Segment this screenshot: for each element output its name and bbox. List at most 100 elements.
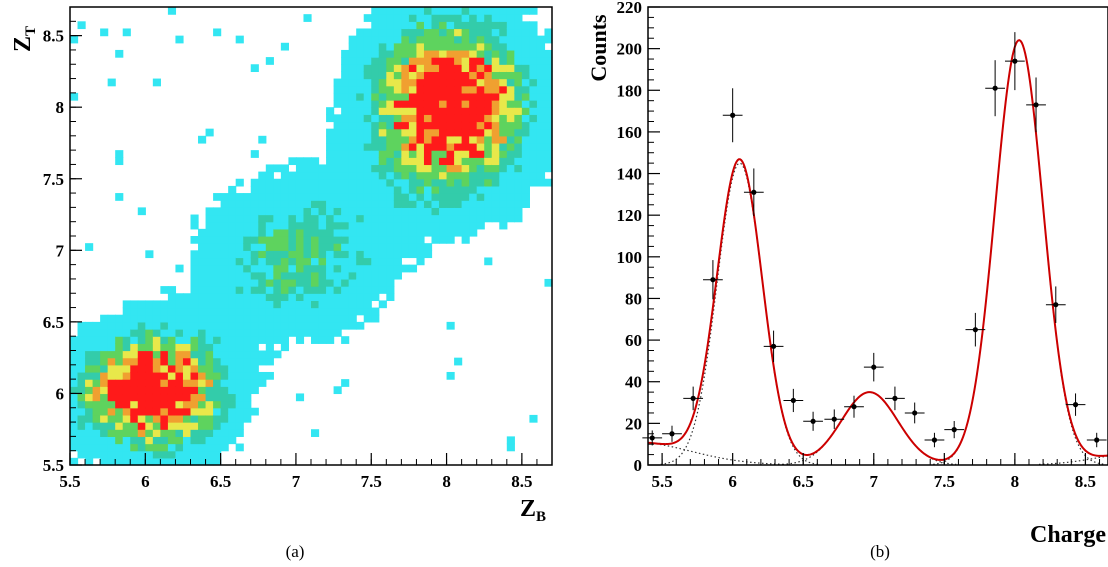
heatmap-cell-26 bbox=[77, 400, 86, 409]
heatmap-cell-1693 bbox=[484, 207, 493, 216]
heatmap-cell-892 bbox=[311, 193, 320, 201]
heatmap-cell-406 bbox=[198, 414, 207, 423]
heatmap-cell-1315 bbox=[393, 28, 402, 37]
heatmap-x-tick-label-1: 6 bbox=[141, 472, 150, 491]
heatmap-cell-423 bbox=[198, 293, 207, 302]
heatmap-cell-1784 bbox=[506, 436, 515, 445]
heatmap-cell-1075 bbox=[356, 300, 365, 309]
heatmap-cell-847 bbox=[303, 314, 312, 323]
heatmap-cell-533 bbox=[220, 271, 229, 280]
heatmap-cell-880 bbox=[311, 278, 320, 287]
heatmap-cell-1175 bbox=[371, 171, 380, 180]
heatmap-cell-492 bbox=[213, 307, 222, 316]
heatmap-cell-835 bbox=[295, 221, 305, 230]
heatmap-cell-857 bbox=[303, 243, 312, 251]
heatmap-cell-210 bbox=[137, 350, 146, 359]
heatmap-cell-955 bbox=[333, 386, 342, 395]
heatmap-cell-1780 bbox=[499, 21, 508, 30]
heatmap-cell-124 bbox=[115, 450, 124, 459]
heatmap-cell-1233 bbox=[378, 49, 387, 58]
heatmap-cell-1785 bbox=[506, 214, 515, 223]
heatmap-cell-1002 bbox=[341, 257, 350, 266]
heatmap-cell-466 bbox=[205, 228, 214, 237]
heatmap-cell-1046 bbox=[348, 221, 357, 230]
heatmap-cell-1885 bbox=[529, 92, 538, 101]
heatmap-cell-839 bbox=[295, 193, 305, 201]
heatmap-cell-691 bbox=[258, 307, 267, 316]
heatmap-cell-1522 bbox=[439, 35, 448, 44]
heatmap-cell-1397 bbox=[416, 214, 425, 223]
heatmap-cell-1422 bbox=[416, 35, 425, 44]
heatmap-cell-1378 bbox=[408, 92, 418, 101]
heatmap-cell-866 bbox=[303, 178, 312, 187]
heatmap-cell-1866 bbox=[521, 49, 530, 58]
heatmap-cell-1798 bbox=[506, 121, 515, 130]
heatmap-cell-348 bbox=[182, 422, 192, 430]
heatmap-cell-508 bbox=[213, 28, 222, 37]
data-point-15 bbox=[944, 421, 965, 439]
heatmap-cell-1343 bbox=[401, 85, 410, 94]
heatmap-cell-1890 bbox=[529, 57, 538, 65]
heatmap-cell-865 bbox=[303, 185, 312, 194]
heatmap-cell-416 bbox=[198, 343, 207, 352]
heatmap-cell-1624 bbox=[461, 28, 470, 37]
heatmap-cell-283 bbox=[160, 343, 169, 352]
heatmap-cell-1297 bbox=[393, 157, 402, 166]
heatmap-cell-983 bbox=[333, 135, 342, 144]
heatmap-cell-714 bbox=[265, 350, 274, 359]
heatmap-cell-1319 bbox=[401, 264, 410, 273]
heatmap-cell-947 bbox=[326, 164, 335, 173]
heatmap-cell-162 bbox=[122, 357, 131, 366]
heatmap-cell-988 bbox=[333, 92, 342, 101]
heatmap-cell-905 bbox=[318, 286, 327, 294]
heatmap-cell-222 bbox=[145, 436, 154, 445]
heatmap-cell-1138 bbox=[363, 142, 372, 151]
heatmap-cell-1247 bbox=[386, 243, 395, 251]
heatmap-cell-1836 bbox=[514, 64, 523, 73]
heatmap-cell-1419 bbox=[416, 57, 425, 65]
heatmap-cell-1104 bbox=[356, 92, 365, 101]
heatmap-cell-1152 bbox=[363, 42, 372, 51]
heatmap-cell-715 bbox=[265, 343, 274, 352]
heatmap-cell-1718 bbox=[484, 28, 493, 37]
heatmap-cell-1484 bbox=[431, 71, 440, 80]
heatmap-cell-1554 bbox=[446, 57, 455, 65]
heatmap-cell-980 bbox=[333, 157, 342, 166]
heatmap-cell-570 bbox=[228, 257, 237, 266]
heatmap-cell-986 bbox=[333, 114, 342, 123]
heatmap-cell-1078 bbox=[356, 278, 365, 287]
heatmap-cell-646 bbox=[243, 214, 252, 223]
heatmap-cell-848 bbox=[303, 307, 312, 316]
heatmap-cell-1367 bbox=[408, 171, 418, 180]
heatmap-cell-1437 bbox=[423, 171, 433, 180]
heatmap-y-tick-label-5: 8 bbox=[56, 98, 65, 117]
heatmap-cell-1150 bbox=[363, 57, 372, 65]
heatmap-cell-1212 bbox=[378, 200, 387, 208]
heatmap-cell-1678 bbox=[476, 92, 485, 101]
heatmap-cell-276 bbox=[160, 393, 169, 402]
heatmap-cell-963 bbox=[333, 278, 342, 287]
heatmap-cell-874 bbox=[311, 321, 320, 330]
heatmap-cell-181 bbox=[130, 393, 139, 402]
heatmap-cell-902 bbox=[318, 307, 327, 316]
heatmap-cell-1028 bbox=[341, 71, 350, 80]
heatmap-cell-1804 bbox=[506, 78, 515, 87]
heatmap-cell-1501 bbox=[439, 185, 448, 194]
heatmap-cell-314 bbox=[167, 293, 177, 302]
heatmap-cell-677 bbox=[250, 200, 259, 208]
heatmap-cell-123 bbox=[115, 457, 124, 466]
heatmap-cell-1267 bbox=[386, 100, 395, 108]
heatmap-cell-1246 bbox=[386, 250, 395, 259]
heatmap-cell-698 bbox=[258, 257, 267, 266]
heatmap-cell-1880 bbox=[529, 128, 538, 137]
heatmap-cell-1619 bbox=[461, 64, 470, 73]
heatmap-cell-370 bbox=[190, 436, 199, 445]
heatmap-cell-756 bbox=[273, 243, 282, 251]
heatmap-cell-645 bbox=[243, 221, 252, 230]
heatmap-cell-353 bbox=[182, 386, 192, 395]
heatmap-cell-550 bbox=[228, 400, 237, 409]
heatmap-cell-515 bbox=[220, 400, 229, 409]
heatmap-cell-1260 bbox=[386, 150, 395, 158]
heatmap-cell-1582 bbox=[454, 92, 463, 101]
heatmap-cell-641 bbox=[243, 250, 252, 259]
